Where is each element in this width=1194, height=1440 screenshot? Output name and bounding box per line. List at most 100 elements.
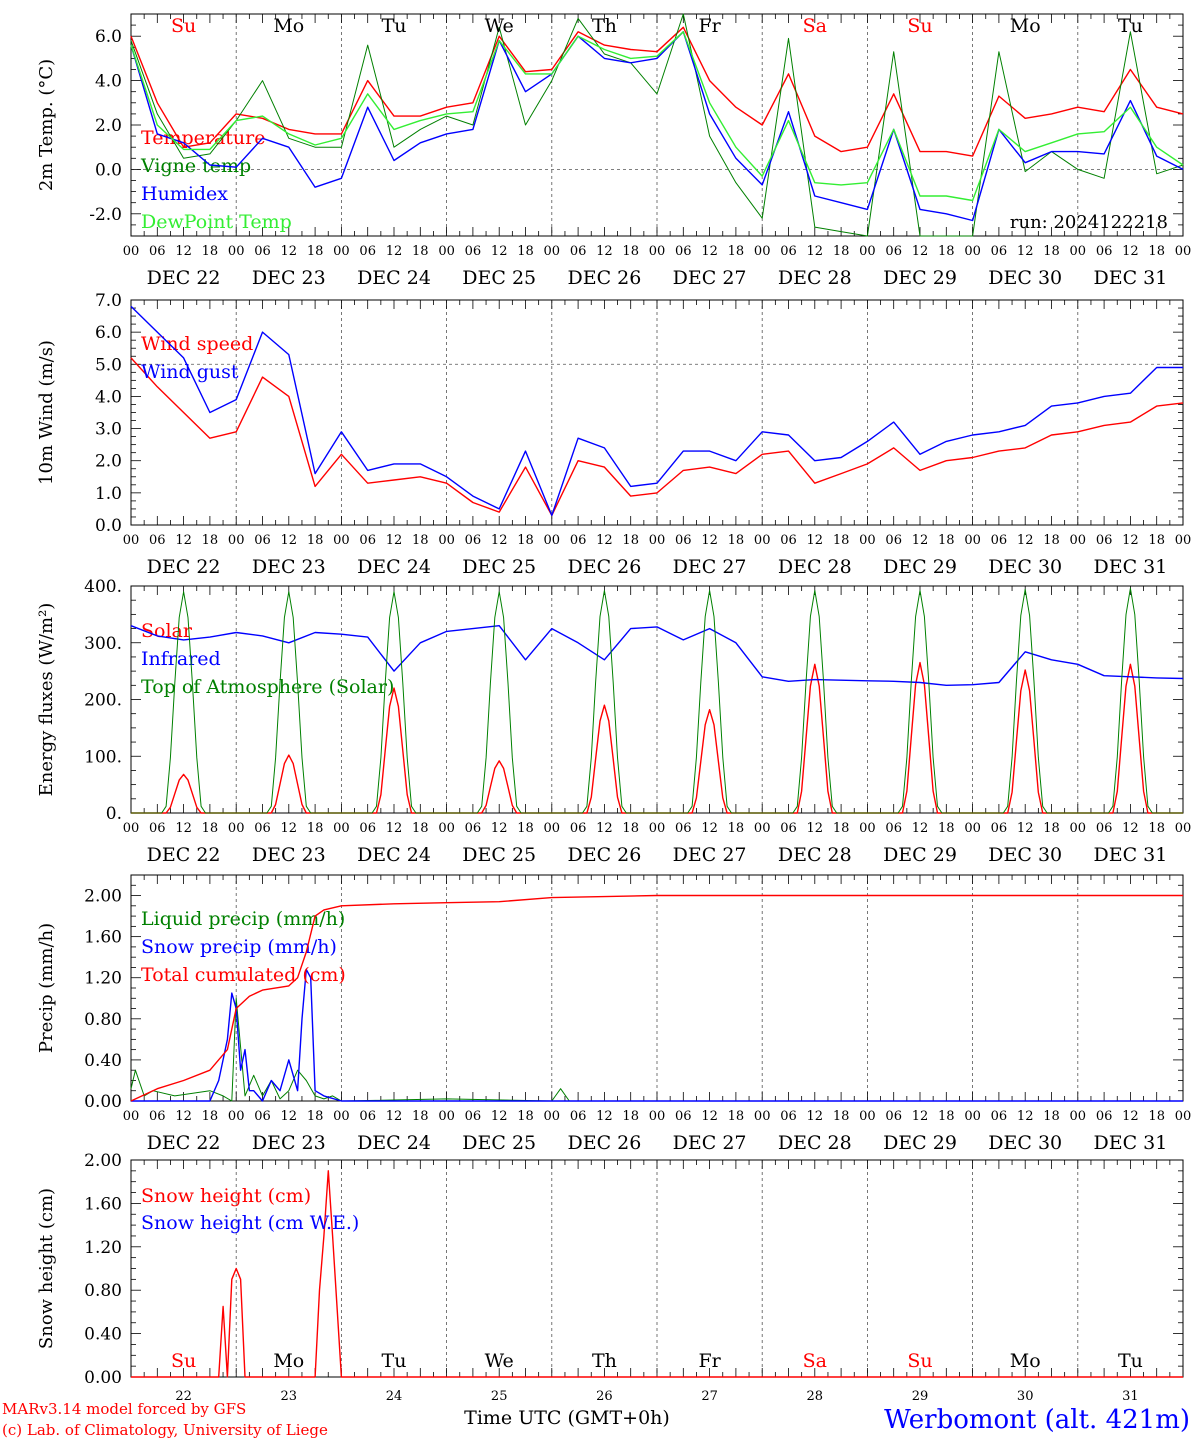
hour-tick-label: 00: [859, 1109, 876, 1124]
date-label: DEC 28: [778, 1132, 852, 1154]
panel-5: 0.00 0.40 0.80 1.20 1.60 2.00 Snow height (cm)…: [36, 1151, 1184, 1388]
hour-tick-label: 12: [386, 1109, 403, 1124]
panel-1: -2.0 0.0 2.0 4.0 6.0 2m Temp. (°C) Temperature…: [36, 13, 1191, 289]
y-axis-label: 10m Wind (m/s): [36, 340, 57, 485]
date-label: DEC 28: [778, 844, 852, 866]
hour-tick-label: 00: [333, 821, 350, 836]
hour-tick-label: 12: [807, 1109, 824, 1124]
y-tick-label: 1.20: [84, 969, 122, 989]
plot-frame: [130, 299, 1184, 526]
hour-tick-label: 06: [254, 1109, 271, 1124]
y-tick-label: 100.: [84, 747, 122, 767]
hour-tick-label: 06: [465, 1109, 482, 1124]
date-label: DEC 28: [778, 556, 852, 578]
date-label: DEC 29: [883, 556, 957, 578]
hour-tick-label: 00: [1175, 821, 1192, 836]
date-label: DEC 23: [252, 844, 326, 866]
run-annotation: run: 2024122218: [1010, 212, 1168, 233]
hour-tick-label: 18: [307, 1109, 324, 1124]
credit-line-1: MARv3.14 model forced by GFS: [2, 1400, 246, 1418]
day-number-label: 22: [175, 1389, 192, 1404]
series-line-2: [131, 968, 1183, 1102]
y-tick-label: 2.00: [84, 1151, 122, 1171]
weekday-label-bottom: Sa: [803, 1350, 827, 1372]
weekday-label: We: [485, 15, 514, 37]
day-number-label: 28: [807, 1389, 824, 1404]
hour-tick-label: 06: [254, 821, 271, 836]
hour-tick-label: 00: [649, 533, 666, 548]
weekday-label-bottom: Su: [171, 1350, 196, 1372]
hour-tick-label: 18: [1043, 244, 1060, 259]
hour-tick-label: 06: [570, 244, 587, 259]
weekday-label-bottom: Fr: [698, 1350, 721, 1372]
hour-tick-label: 18: [307, 821, 324, 836]
hour-tick-label: 12: [1017, 533, 1034, 548]
weekday-label: Tu: [382, 15, 407, 37]
hour-tick-label: 18: [202, 821, 219, 836]
series-line-1: [131, 1170, 1183, 1378]
weekday-label-bottom: Su: [907, 1350, 932, 1372]
date-label: DEC 25: [462, 1132, 536, 1154]
date-label: DEC 29: [883, 267, 957, 289]
y-tick-label: -2.0: [89, 205, 122, 225]
weekday-label: Sa: [803, 15, 827, 37]
hour-tick-label: 06: [780, 533, 797, 548]
panel-4: 0.00 0.40 0.80 1.20 1.60 2.00 Precip (mm/h) Liq…: [36, 874, 1192, 1154]
hour-tick-label: 00: [754, 244, 771, 259]
date-label: DEC 26: [567, 844, 641, 866]
y-tick-label: 1.20: [84, 1238, 122, 1258]
hour-tick-label: 00: [964, 244, 981, 259]
hour-tick-label: 18: [938, 821, 955, 836]
hour-tick-label: 12: [491, 244, 508, 259]
hour-tick-label: 00: [1175, 1109, 1192, 1124]
hour-tick-label: 12: [912, 1109, 929, 1124]
hour-tick-label: 06: [359, 533, 376, 548]
hour-tick-label: 18: [517, 1109, 534, 1124]
hour-tick-label: 06: [885, 821, 902, 836]
legend-entry: Snow precip (mm/h): [141, 936, 337, 958]
legend-entry: Infrared: [141, 648, 221, 670]
hour-tick-label: 18: [938, 533, 955, 548]
date-label: DEC 24: [357, 556, 431, 578]
date-label: DEC 23: [252, 1132, 326, 1154]
series-line-3: [130, 894, 1183, 1102]
series-line-4: [130, 31, 1184, 202]
y-axis-label: 2m Temp. (°C): [36, 59, 57, 191]
hour-tick-label: 00: [123, 244, 140, 259]
hour-tick-label: 06: [675, 533, 692, 548]
hour-tick-label: 00: [964, 1109, 981, 1124]
hour-tick-label: 12: [386, 533, 403, 548]
date-label: DEC 27: [673, 1132, 747, 1154]
hour-tick-label: 18: [938, 1109, 955, 1124]
hour-tick-label: 00: [333, 1109, 350, 1124]
y-axis-label: Snow height (cm): [36, 1188, 57, 1349]
date-label: DEC 22: [147, 844, 221, 866]
date-label: DEC 26: [567, 556, 641, 578]
hour-tick-label: 18: [728, 244, 745, 259]
hour-tick-label: 18: [833, 1109, 850, 1124]
y-tick-label: 0.0: [95, 160, 122, 180]
hour-tick-label: 00: [333, 533, 350, 548]
hour-tick-label: 06: [570, 1109, 587, 1124]
hour-tick-label: 06: [780, 244, 797, 259]
legend-entry: DewPoint Temp: [141, 211, 292, 233]
hour-tick-label: 00: [228, 821, 245, 836]
hour-tick-label: 06: [570, 533, 587, 548]
hour-tick-label: 06: [780, 821, 797, 836]
day-number-label: 27: [701, 1389, 718, 1404]
hour-tick-label: 06: [675, 244, 692, 259]
y-tick-label: 0.80: [84, 1281, 122, 1301]
hour-tick-label: 06: [885, 533, 902, 548]
hour-tick-label: 12: [701, 821, 718, 836]
date-label: DEC 24: [357, 267, 431, 289]
panel-2: 0.0 1.0 2.0 3.0 4.0 5.0 6.0 7.0 10m Wind (m/s) Wi…: [36, 291, 1191, 578]
y-tick-label: 3.0: [95, 420, 122, 440]
hour-tick-label: 00: [438, 533, 455, 548]
weekday-label-bottom: Tu: [1118, 1350, 1143, 1372]
hour-tick-label: 18: [728, 533, 745, 548]
hour-tick-label: 12: [912, 244, 929, 259]
hour-tick-label: 00: [438, 821, 455, 836]
day-number-label: 31: [1122, 1389, 1139, 1404]
hour-tick-label: 18: [1043, 533, 1060, 548]
weekday-label: Mo: [273, 15, 304, 37]
